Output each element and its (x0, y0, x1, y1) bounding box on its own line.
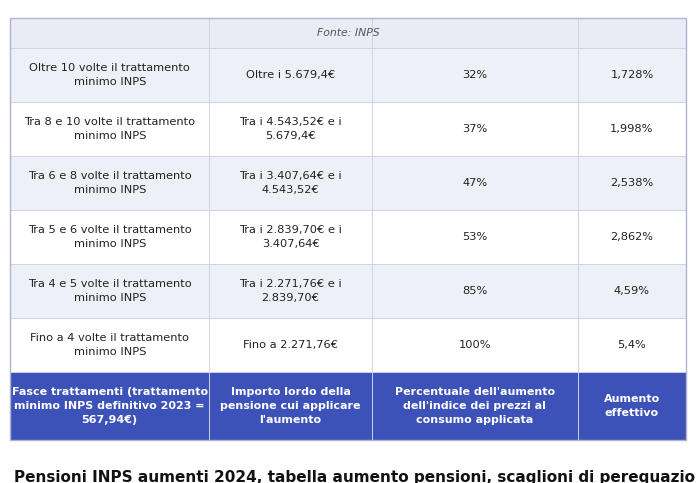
Text: Tra 8 e 10 volte il trattamento
minimo INPS: Tra 8 e 10 volte il trattamento minimo I… (24, 117, 196, 141)
Bar (10, 18, 686, 48)
Bar (209, 156, 372, 210)
Text: 5,4%: 5,4% (617, 340, 647, 350)
Text: Tra i 2.839,70€ e i
3.407,64€: Tra i 2.839,70€ e i 3.407,64€ (239, 225, 342, 249)
Bar (372, 372, 578, 440)
Bar (10, 210, 209, 264)
Bar (578, 318, 686, 372)
Bar (10, 102, 209, 156)
Bar (578, 48, 686, 102)
Text: Aumento
effettivo: Aumento effettivo (604, 394, 660, 418)
Bar (372, 102, 578, 156)
Text: Tra i 2.271,76€ e i
2.839,70€: Tra i 2.271,76€ e i 2.839,70€ (239, 279, 342, 303)
Text: 1,728%: 1,728% (610, 70, 654, 80)
Text: Tra i 4.543,52€ e i
5.679,4€: Tra i 4.543,52€ e i 5.679,4€ (239, 117, 342, 141)
Bar (209, 372, 372, 440)
Text: 4,59%: 4,59% (614, 286, 650, 296)
Bar (372, 48, 578, 102)
Bar (372, 210, 578, 264)
Bar (372, 264, 578, 318)
Bar (578, 372, 686, 440)
Text: Fino a 2.271,76€: Fino a 2.271,76€ (243, 340, 338, 350)
Bar (578, 264, 686, 318)
Text: Fino a 4 volte il trattamento
minimo INPS: Fino a 4 volte il trattamento minimo INP… (30, 333, 189, 357)
Bar (578, 102, 686, 156)
Bar (10, 372, 209, 440)
Text: Importo lordo della
pensione cui applicare
l'aumento: Importo lordo della pensione cui applica… (221, 387, 361, 425)
Bar (578, 210, 686, 264)
Text: 1,998%: 1,998% (610, 124, 654, 134)
Bar (209, 48, 372, 102)
Text: 53%: 53% (462, 232, 487, 242)
Text: Tra i 3.407,64€ e i
4.543,52€: Tra i 3.407,64€ e i 4.543,52€ (239, 171, 342, 195)
Bar (578, 156, 686, 210)
Text: 2,538%: 2,538% (610, 178, 654, 188)
Text: Tra 4 e 5 volte il trattamento
minimo INPS: Tra 4 e 5 volte il trattamento minimo IN… (28, 279, 191, 303)
Bar (209, 102, 372, 156)
Text: 37%: 37% (462, 124, 487, 134)
Text: Tra 5 e 6 volte il trattamento
minimo INPS: Tra 5 e 6 volte il trattamento minimo IN… (28, 225, 191, 249)
Bar (209, 264, 372, 318)
Text: Tra 6 e 8 volte il trattamento
minimo INPS: Tra 6 e 8 volte il trattamento minimo IN… (28, 171, 191, 195)
Bar (10, 18, 686, 440)
Text: 85%: 85% (462, 286, 487, 296)
Text: 100%: 100% (459, 340, 491, 350)
Bar (10, 264, 209, 318)
Text: 2,862%: 2,862% (610, 232, 654, 242)
Bar (209, 318, 372, 372)
Bar (10, 156, 209, 210)
Text: Fasce trattamenti (trattamento
minimo INPS definitivo 2023 =
567,94€): Fasce trattamenti (trattamento minimo IN… (12, 387, 208, 425)
Text: 32%: 32% (462, 70, 487, 80)
Bar (10, 48, 209, 102)
Text: 47%: 47% (462, 178, 487, 188)
Bar (209, 210, 372, 264)
Text: Fonte: INPS: Fonte: INPS (317, 28, 379, 38)
Text: Oltre i 5.679,4€: Oltre i 5.679,4€ (246, 70, 335, 80)
Bar (10, 318, 209, 372)
Bar (372, 156, 578, 210)
Bar (372, 318, 578, 372)
Text: Pensioni INPS aumenti 2024, tabella aumento pensioni, scaglioni di perequazione: Pensioni INPS aumenti 2024, tabella aume… (14, 470, 696, 483)
Text: Percentuale dell'aumento
dell'indice dei prezzi al
consumo applicata: Percentuale dell'aumento dell'indice dei… (395, 387, 555, 425)
Text: Oltre 10 volte il trattamento
minimo INPS: Oltre 10 volte il trattamento minimo INP… (29, 63, 190, 87)
